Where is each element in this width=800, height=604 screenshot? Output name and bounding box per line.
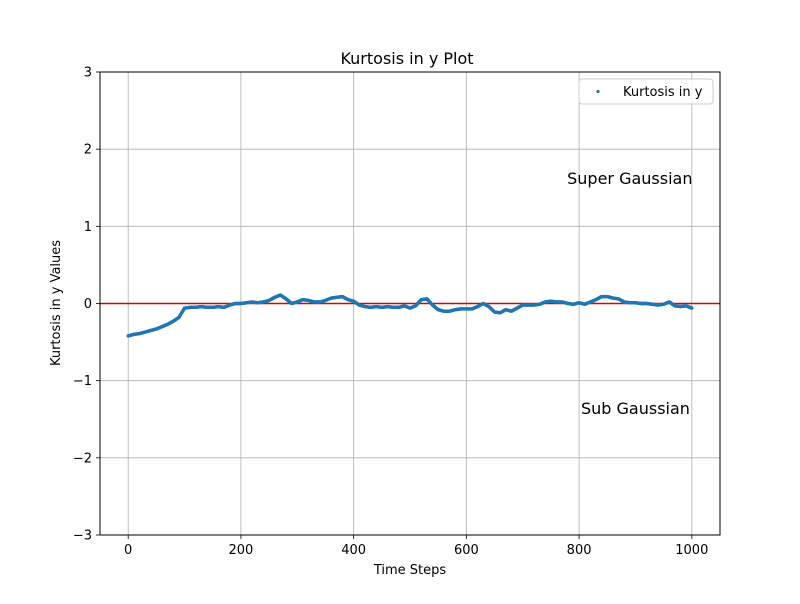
annotation-label: Sub Gaussian (581, 399, 690, 418)
legend-entry-label: Kurtosis in y (623, 85, 703, 100)
legend-box (578, 78, 714, 105)
y-tick-label: 3 (84, 66, 92, 81)
series-points-layer (126, 293, 694, 338)
y-tick-label: 1 (84, 220, 92, 235)
x-tick-label: 600 (454, 543, 479, 558)
y-tick-label: 2 (84, 143, 92, 158)
x-tick-label: 1000 (675, 543, 708, 558)
y-tick-label: −2 (73, 451, 92, 466)
x-tick-label: 0 (124, 543, 132, 558)
annotation-layer: Super Gaussian Sub Gaussian (567, 169, 692, 418)
y-tick-label: −1 (73, 374, 92, 389)
x-tick-label: 400 (341, 543, 366, 558)
legend: Kurtosis in y (578, 78, 714, 105)
y-tick-label: −3 (73, 529, 92, 544)
x-axis-label: Time Steps (373, 563, 447, 578)
y-tick-label: 0 (84, 297, 92, 312)
x-tick-label: 200 (228, 543, 253, 558)
legend-marker (596, 89, 600, 94)
chart-title: Kurtosis in y Plot (340, 49, 473, 68)
ticks-layer: 0 200 400 600 800 1000 −3 −2 −1 0 1 2 3 (73, 66, 709, 559)
series-0-point (690, 306, 694, 310)
y-axis-label: Kurtosis in y Values (49, 240, 64, 366)
annotation-label: Super Gaussian (567, 169, 692, 188)
x-tick-label: 800 (567, 543, 592, 558)
